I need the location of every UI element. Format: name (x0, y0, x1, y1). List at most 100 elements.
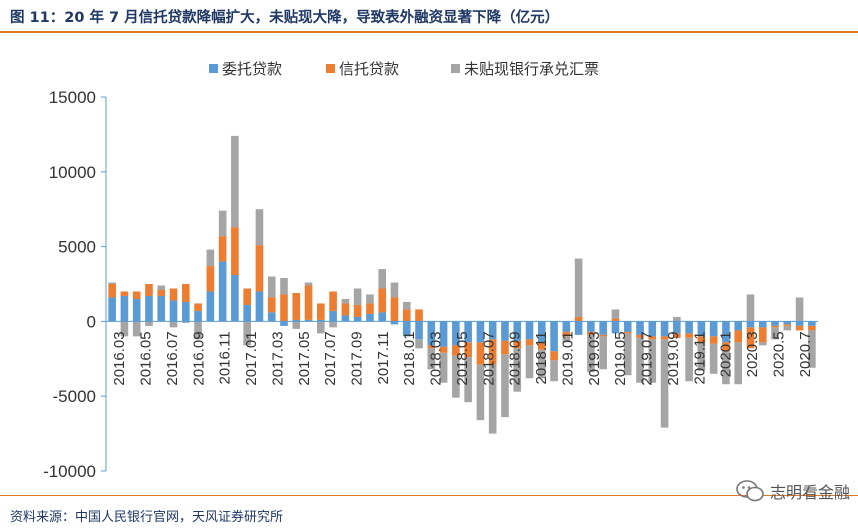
source-note: 资料来源：中国人民银行官网，天风证券研究所 (10, 510, 284, 525)
bar-s1-57 (795, 321, 804, 326)
bar-s2-26 (415, 309, 423, 322)
bar-s1-42 (611, 321, 620, 334)
title-rule (0, 31, 858, 33)
chart: 委托贷款 信托贷款 未贴现银行承兑汇票 15000 10000 5000 0 -5000 -1… (43, 60, 818, 481)
bar-s1-51 (722, 321, 730, 343)
bar-s1-41 (599, 321, 607, 335)
bar-s2-35 (525, 339, 534, 346)
x-tick-label-23: 2019.11 (691, 331, 708, 384)
x-tick-label-25: 2020.3 (744, 331, 761, 377)
bar-s3-52 (734, 342, 743, 385)
watermark: 志明看金融 (736, 479, 850, 503)
bar-s1-5 (157, 295, 166, 322)
bar-s2-43 (623, 331, 632, 334)
bar-s2-30 (464, 342, 472, 358)
bar-s1-54 (758, 321, 767, 328)
bar-s1-31 (476, 321, 485, 343)
bar-s2-32 (488, 339, 497, 365)
bar-s2-54 (758, 327, 767, 343)
x-tick-label-27: 2020.7 (797, 331, 814, 377)
wechat-icon (736, 480, 764, 502)
bar-s3-37 (550, 360, 558, 382)
x-tick-label-6: 2017.01 (243, 331, 260, 385)
bar-s3-53 (746, 294, 755, 322)
bar-s1-49 (697, 321, 706, 337)
bar-s3-27 (427, 348, 436, 370)
x-tick-label-26: 2020.5 (770, 331, 787, 377)
bar-s2-10 (218, 236, 227, 262)
bar-s2-56 (783, 324, 792, 326)
bar-s1-10 (218, 261, 227, 322)
bar-s3-2 (120, 321, 129, 337)
bar-s2-49 (697, 336, 706, 343)
bar-s1-17 (304, 319, 313, 322)
bar-s3-31 (476, 364, 485, 421)
bar-s3-9 (206, 249, 215, 267)
bar-s3-47 (673, 316, 681, 322)
bar-s1-30 (464, 321, 472, 343)
bar-s1-19 (329, 310, 337, 322)
bar-s3-19 (329, 321, 337, 328)
bar-s3-25 (402, 301, 411, 310)
bar-s1-7 (181, 301, 190, 322)
axes: 15000 10000 5000 0 -5000 -10000 2016.03 2016.05… (43, 88, 818, 481)
bar-s1-47 (673, 321, 681, 334)
bar-s3-21 (353, 288, 362, 305)
watermark-text: 志明看金融 (769, 483, 850, 502)
x-tick-label-1: 2016.03 (111, 331, 128, 385)
bar-s1-52 (734, 321, 743, 331)
legend-swatch-2 (326, 64, 335, 73)
bar-s3-11 (231, 135, 239, 228)
x-tick-label-14: 2018.05 (454, 331, 471, 385)
bar-s2-42 (611, 318, 620, 322)
bar-s3-55 (771, 327, 779, 340)
bar-s3-15 (280, 278, 288, 295)
x-tick-label-24: 2020.1 (718, 331, 735, 377)
bar-s3-12 (243, 321, 251, 346)
bar-s2-8 (194, 303, 202, 311)
bar-s2-34 (513, 340, 522, 349)
bar-s1-33 (501, 321, 509, 341)
bar-s2-9 (206, 266, 215, 292)
bar-s3-28 (439, 352, 448, 383)
bar-s2-29 (452, 345, 460, 356)
x-tick-label-4: 2016.09 (190, 331, 207, 385)
bar-s2-14 (267, 297, 276, 313)
bar-s1-18 (317, 319, 325, 322)
bar-s3-54 (758, 342, 767, 346)
bar-s2-58 (808, 325, 816, 331)
bar-s1-38 (562, 321, 571, 332)
x-tick-label-18: 2019.01 (559, 331, 576, 385)
bar-s2-39 (574, 316, 583, 322)
bar-s1-24 (390, 321, 399, 325)
bar-s1-40 (587, 321, 595, 332)
bar-s3-3 (132, 321, 141, 337)
y-tick-label-6: -10000 (43, 462, 96, 481)
bar-s1-48 (685, 321, 693, 334)
x-tick-label-22: 2019.09 (665, 331, 682, 385)
bar-s3-13 (255, 209, 264, 246)
bar-s1-1 (108, 297, 116, 322)
bar-s2-33 (501, 340, 509, 355)
x-tick-label-17: 2018.11 (533, 331, 550, 384)
bar-s1-35 (525, 321, 534, 340)
bar-s3-26 (415, 339, 423, 349)
bar-s2-57 (795, 325, 804, 331)
bar-s1-9 (206, 291, 215, 322)
bar-s2-23 (378, 288, 387, 313)
legend-label-1: 委托贷款 (222, 60, 282, 78)
y-tick-label-5: -5000 (53, 387, 96, 406)
bar-s3-20 (341, 298, 350, 304)
bar-s1-55 (771, 321, 779, 326)
y-tick-label-4: 0 (87, 312, 96, 331)
bar-s1-4 (145, 295, 153, 322)
bar-s3-44 (636, 337, 644, 383)
bar-s3-6 (169, 321, 178, 328)
bar-s2-2 (120, 291, 129, 296)
bar-s2-48 (685, 333, 693, 338)
bar-s1-45 (648, 321, 657, 337)
bar-s1-34 (513, 321, 522, 341)
legend-swatch-1 (209, 64, 218, 73)
bar-s2-11 (231, 227, 239, 276)
bar-s2-7 (181, 284, 190, 302)
